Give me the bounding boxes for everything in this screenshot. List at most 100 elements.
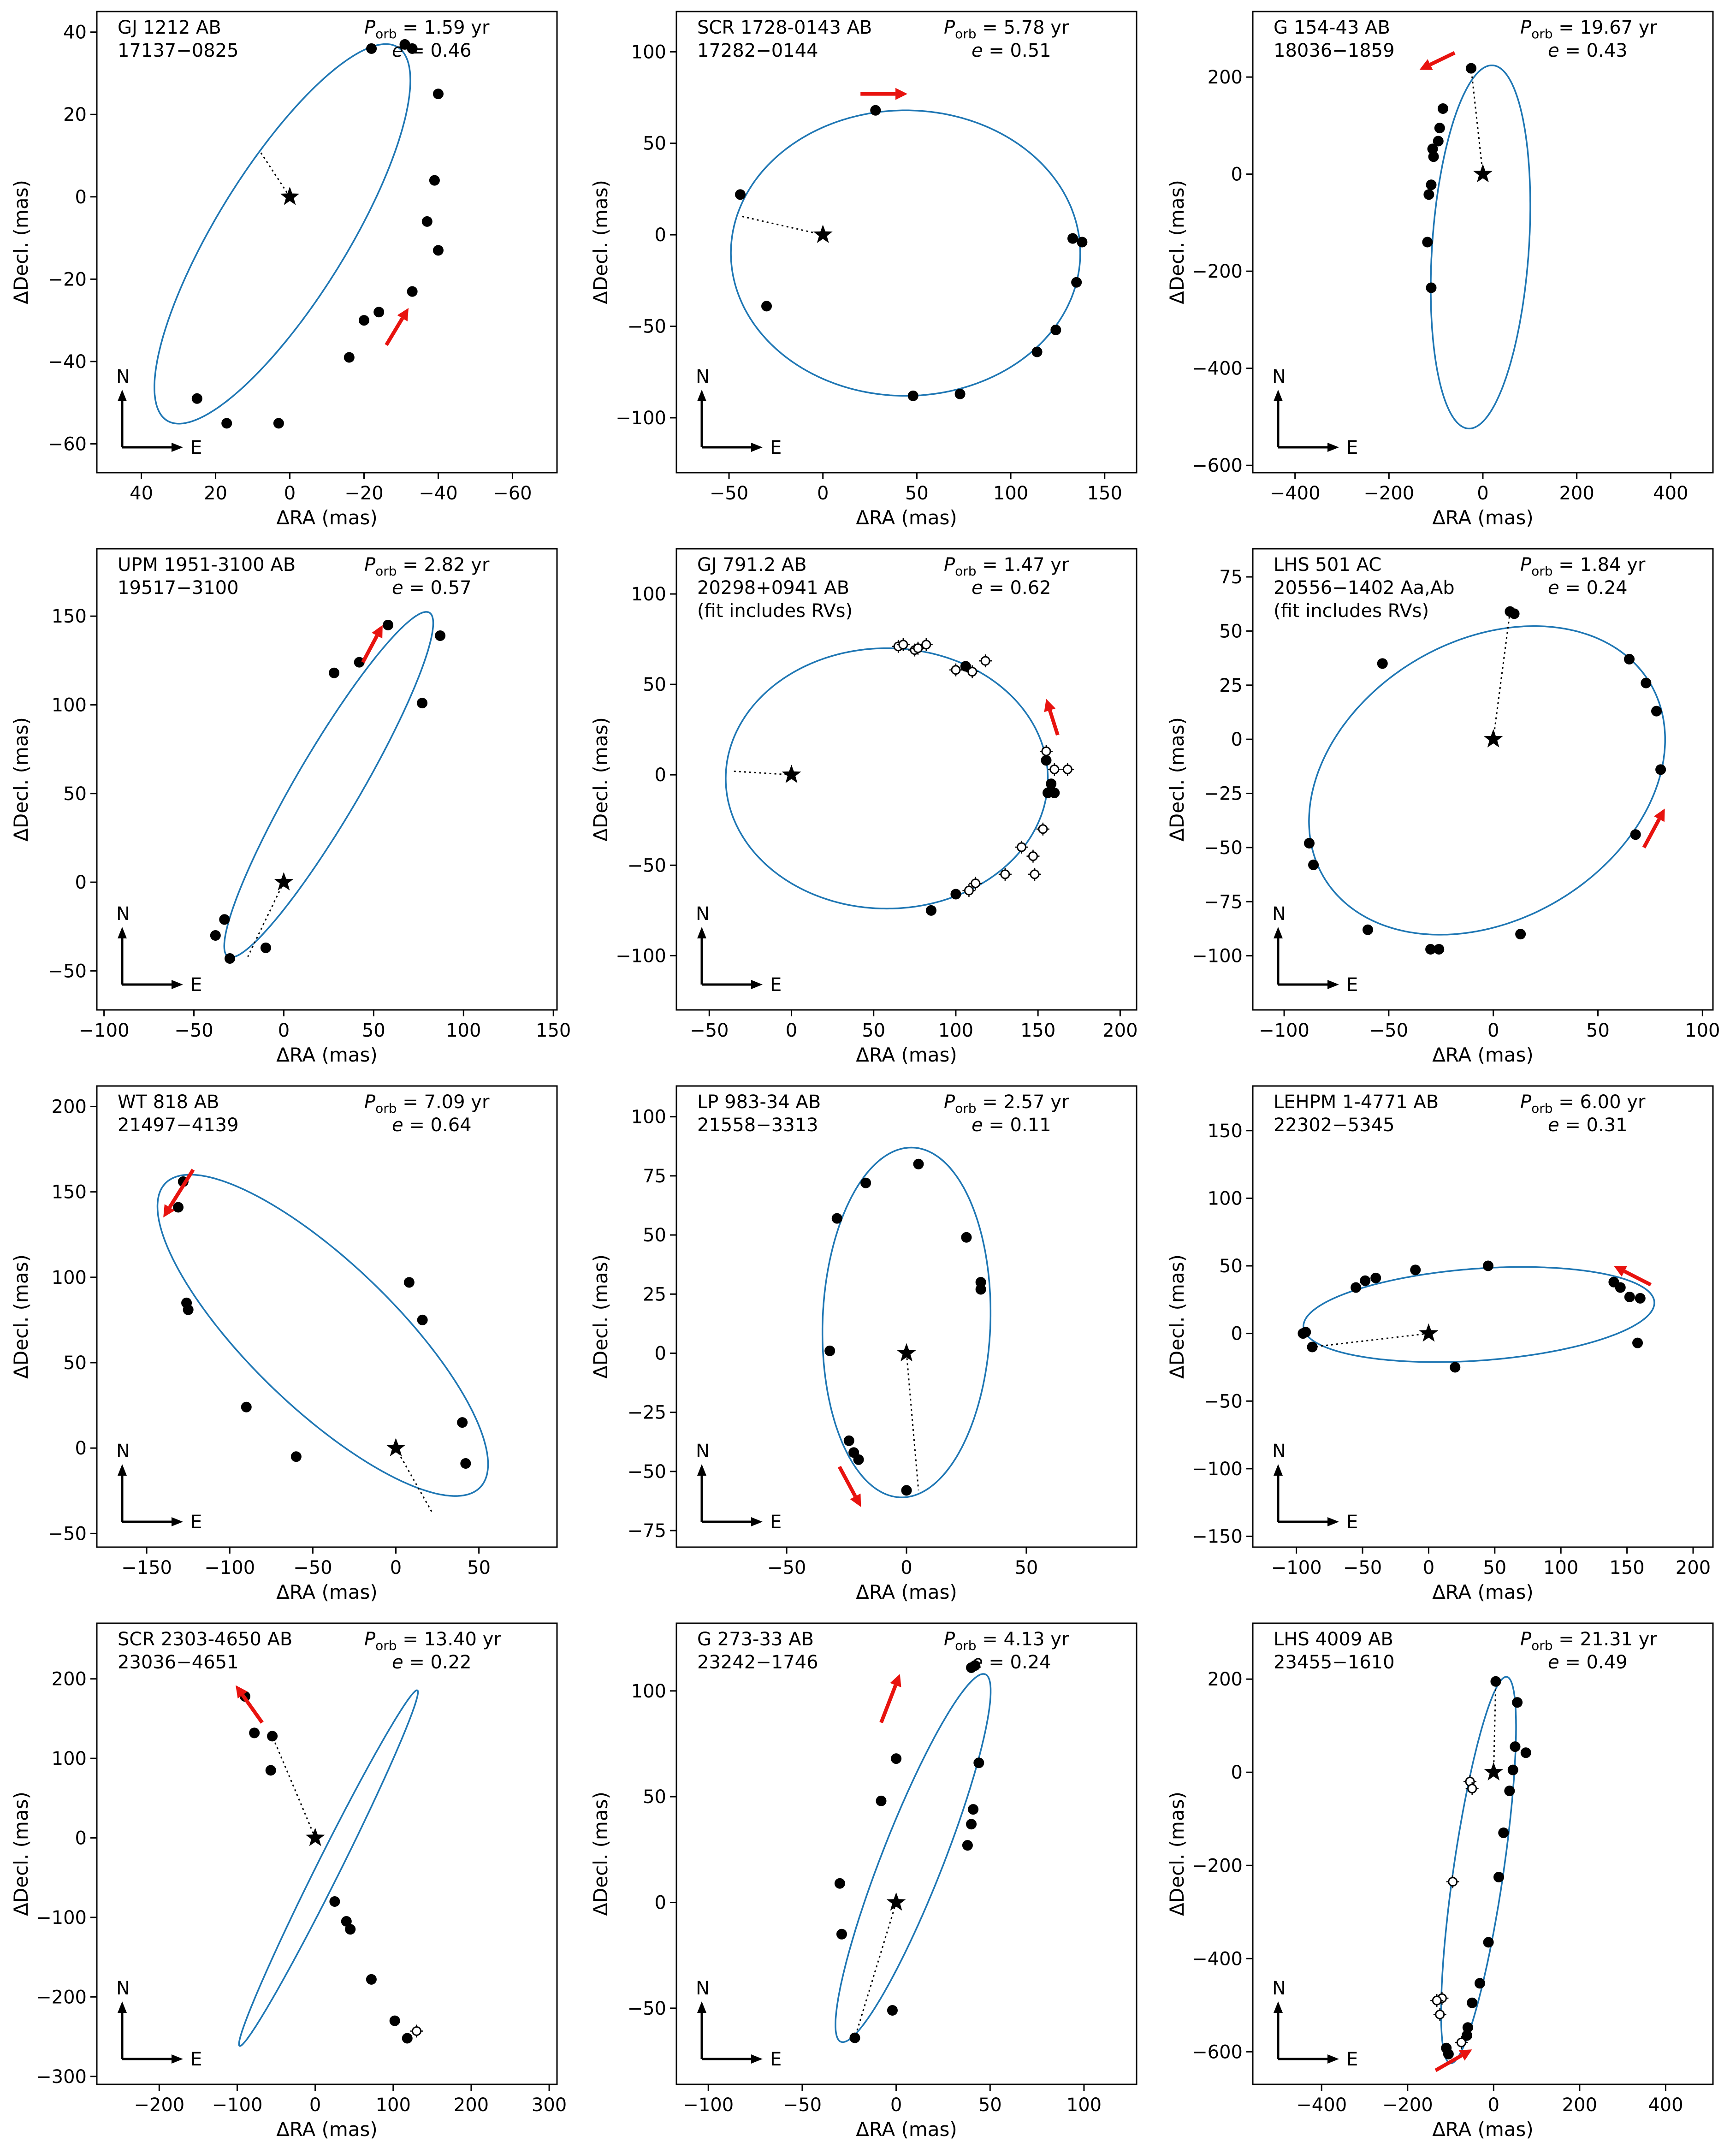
filled-data-point <box>403 1277 415 1288</box>
filled-data-point <box>1498 1828 1509 1839</box>
eccentricity-label: e = 0.49 <box>1548 1652 1628 1673</box>
compass-east-label: E <box>770 974 782 996</box>
orbital-motion-arrowhead <box>1419 59 1433 70</box>
filled-data-point <box>221 418 232 429</box>
filled-data-point <box>417 1314 428 1325</box>
eccentricity-symbol: e <box>1548 1652 1559 1673</box>
filled-data-point <box>460 1458 471 1469</box>
filled-data-point <box>402 2033 413 2044</box>
eccentricity-symbol: e <box>1548 1115 1559 1136</box>
orbital-motion-arrow <box>1434 2053 1463 2072</box>
period-symbol: P <box>944 1629 955 1650</box>
period-subscript: orb <box>1531 26 1552 42</box>
system-name: SCR 1728-0143 AB <box>697 17 872 38</box>
plot-frame <box>675 548 1138 1011</box>
filled-data-point <box>210 930 221 941</box>
y-tick-label: −50 <box>628 1998 666 2019</box>
filled-data-point <box>421 216 433 227</box>
system-id: 23036−4651 <box>118 1652 239 1673</box>
system-name: SCR 2303-4650 AB <box>118 1629 292 1650</box>
x-tick-label: 50 <box>905 483 929 504</box>
open-data-point <box>980 656 990 666</box>
compass-east-arrowhead <box>1327 443 1339 452</box>
y-tick-label: 200 <box>52 1096 87 1117</box>
x-tick-label: 100 <box>938 1020 973 1041</box>
open-data-point <box>1017 842 1026 852</box>
system-name: G 273-33 AB <box>697 1629 814 1650</box>
y-tick-label: 200 <box>52 1669 87 1690</box>
plot-frame <box>96 1085 558 1548</box>
y-tick-label: −600 <box>1192 455 1243 476</box>
open-data-point <box>913 643 923 653</box>
system-name: LHS 4009 AB <box>1274 1629 1393 1650</box>
filled-data-point <box>1422 237 1433 248</box>
system-name: GJ 1212 AB <box>118 17 221 38</box>
filled-data-point <box>373 307 385 318</box>
system-id: 18036−1859 <box>1274 40 1395 61</box>
period-symbol: P <box>1520 1629 1532 1650</box>
compass-north-arrowhead <box>697 2001 706 2013</box>
primary-star-marker <box>1473 164 1493 183</box>
system-id: 21497−4139 <box>118 1115 239 1136</box>
period-label: Porb = 2.57 yr <box>944 1092 1069 1116</box>
filled-data-point <box>1428 151 1439 162</box>
open-data-point <box>1456 2037 1466 2047</box>
compass-east-label: E <box>1346 1512 1358 1533</box>
compass-north-arrowhead <box>118 927 127 938</box>
primary-star-marker <box>274 872 294 890</box>
compass-north-label: N <box>116 1978 130 1999</box>
compass-east-label: E <box>1346 2049 1358 2070</box>
filled-data-point <box>1433 136 1444 147</box>
x-tick-label: 200 <box>1562 2095 1597 2116</box>
filled-data-point <box>1635 1293 1646 1304</box>
plot-frame <box>1252 548 1714 1011</box>
y-tick-label: −75 <box>628 1520 666 1542</box>
x-tick-label: −60 <box>493 483 532 504</box>
compass-east-arrowhead <box>172 980 183 989</box>
period-label: Porb = 13.40 yr <box>364 1629 501 1653</box>
filled-data-point <box>1624 653 1635 665</box>
compass-east-arrowhead <box>751 980 763 989</box>
compass-north-label: N <box>116 1441 130 1462</box>
y-axis-label: ΔDecl. (mas) <box>1166 180 1188 304</box>
x-tick-label: −200 <box>134 2095 184 2116</box>
period-label: Porb = 7.09 yr <box>364 1092 490 1116</box>
y-tick-label: −40 <box>48 351 87 373</box>
x-tick-label: 50 <box>1014 1557 1038 1578</box>
filled-data-point <box>1437 103 1448 114</box>
filled-data-point <box>1300 1327 1311 1338</box>
orbital-motion-arrowhead <box>1044 699 1056 712</box>
open-data-point <box>1062 764 1072 774</box>
x-tick-label: 0 <box>890 2095 902 2116</box>
filled-data-point <box>849 2032 860 2043</box>
period-symbol: P <box>364 17 376 38</box>
y-tick-label: −400 <box>1192 358 1243 380</box>
plot-frame <box>675 1085 1138 1548</box>
period-value: = 2.57 yr <box>977 1092 1069 1113</box>
y-axis-label: ΔDecl. (mas) <box>589 180 612 304</box>
filled-data-point <box>891 1753 902 1764</box>
y-tick-label: −100 <box>616 945 666 967</box>
filled-data-point <box>260 942 271 953</box>
filled-data-point <box>417 698 428 709</box>
periastron-line <box>906 1353 919 1491</box>
y-tick-label: 150 <box>1208 1121 1243 1142</box>
eccentricity-value: = 0.43 <box>1559 40 1628 61</box>
x-tick-label: 150 <box>536 1020 571 1041</box>
filled-data-point <box>1410 1264 1421 1276</box>
x-tick-label: 50 <box>467 1557 491 1578</box>
y-tick-label: 75 <box>1219 567 1243 588</box>
filled-data-point <box>224 953 235 964</box>
primary-star-marker <box>386 1438 406 1456</box>
filled-data-point <box>358 315 369 326</box>
plot-frame <box>96 548 558 1011</box>
y-tick-label: −200 <box>1192 261 1243 282</box>
filled-data-point <box>1482 1260 1493 1271</box>
period-label: Porb = 5.78 yr <box>944 17 1069 42</box>
y-tick-label: 0 <box>1231 729 1243 750</box>
y-tick-label: −400 <box>1192 1948 1243 1970</box>
eccentricity-symbol: e <box>392 40 403 61</box>
compass-east-label: E <box>770 1512 782 1533</box>
period-value: = 6.00 yr <box>1553 1092 1646 1113</box>
x-tick-label: 150 <box>1087 483 1122 504</box>
